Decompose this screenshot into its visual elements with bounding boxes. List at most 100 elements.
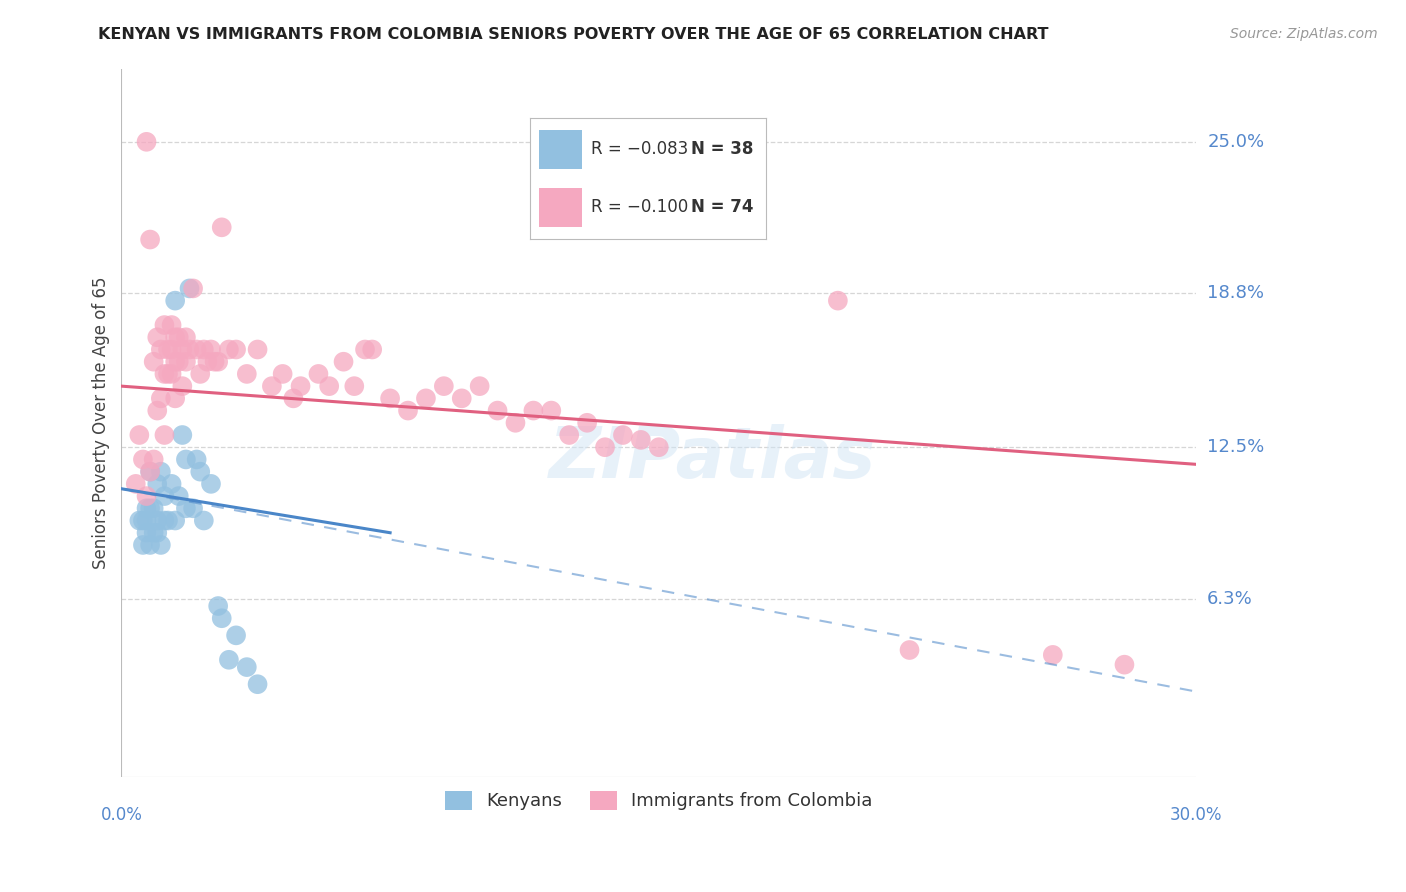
Point [165,392,187,406]
Point [174,330,197,344]
Point [172,379,194,393]
Point [1042,648,1064,662]
Point [174,452,197,467]
Point [128,428,150,442]
Point [135,489,157,503]
Point [165,330,187,344]
Point [200,343,222,357]
Point [149,392,172,406]
Point [135,525,157,540]
Point [160,367,183,381]
Point [128,514,150,528]
Text: 0.0%: 0.0% [100,806,142,824]
Point [225,343,247,357]
Point [142,355,165,369]
Point [156,343,179,357]
Point [246,343,269,357]
Point [236,367,259,381]
Text: 18.8%: 18.8% [1208,285,1264,302]
Point [290,379,312,393]
Point [139,501,162,516]
Point [505,416,527,430]
Point [343,379,366,393]
Point [468,379,491,393]
Point [186,343,208,357]
Point [179,281,201,295]
Point [612,428,634,442]
Point [218,343,240,357]
Point [378,392,401,406]
Point [167,355,190,369]
Point [146,330,169,344]
Point [260,379,283,393]
Point [160,343,183,357]
Point [211,611,233,625]
Point [135,135,157,149]
Point [146,476,169,491]
Point [146,403,169,417]
Point [149,343,172,357]
Text: KENYAN VS IMMIGRANTS FROM COLOMBIA SENIORS POVERTY OVER THE AGE OF 65 CORRELATIO: KENYAN VS IMMIGRANTS FROM COLOMBIA SENIO… [98,27,1049,42]
Point [135,514,157,528]
Point [308,367,330,381]
Point [160,476,183,491]
Point [135,501,157,516]
Point [283,392,305,406]
Point [146,525,169,540]
Point [153,514,176,528]
Point [236,660,259,674]
Point [142,501,165,516]
Point [139,465,162,479]
Point [167,489,190,503]
Point [898,643,921,657]
Point [165,293,187,308]
Point [271,367,294,381]
Point [160,318,183,332]
Point [197,355,219,369]
Point [193,514,215,528]
Point [1114,657,1136,672]
Point [593,440,616,454]
Point [211,220,233,235]
Point [486,403,509,417]
Point [172,428,194,442]
Point [188,465,211,479]
Point [165,355,187,369]
Point [153,318,176,332]
Point [433,379,456,393]
Point [172,343,194,357]
Point [142,452,165,467]
Point [204,355,226,369]
Point [167,330,190,344]
Text: 12.5%: 12.5% [1208,438,1264,456]
Point [165,514,187,528]
Point [139,538,162,552]
Text: Source: ZipAtlas.com: Source: ZipAtlas.com [1230,27,1378,41]
Point [146,514,169,528]
Point [153,489,176,503]
Text: ZIPatlas: ZIPatlas [548,424,876,492]
Point [558,428,581,442]
Point [332,355,354,369]
Point [139,233,162,247]
Point [132,514,155,528]
Point [396,403,419,417]
Y-axis label: Seniors Poverty Over the Age of 65: Seniors Poverty Over the Age of 65 [93,277,110,569]
Point [648,440,671,454]
Point [361,343,384,357]
Point [207,599,229,613]
Point [181,501,204,516]
Text: 30.0%: 30.0% [1170,806,1222,824]
Point [132,538,155,552]
Point [450,392,472,406]
Text: 25.0%: 25.0% [1208,133,1264,151]
Text: 6.3%: 6.3% [1208,590,1253,607]
Point [415,392,437,406]
Point [354,343,377,357]
Point [200,476,222,491]
Point [156,367,179,381]
Point [139,465,162,479]
Point [540,403,562,417]
Point [522,403,544,417]
Point [149,465,172,479]
